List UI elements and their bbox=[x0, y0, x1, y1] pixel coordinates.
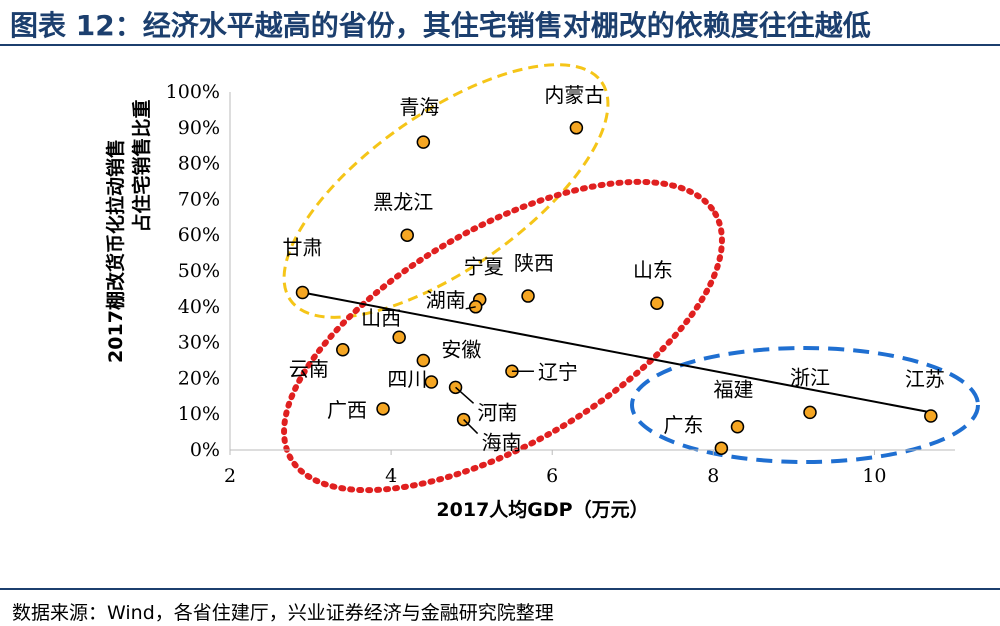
point-label: 四川 bbox=[387, 367, 427, 391]
point-label: 广西 bbox=[327, 398, 367, 422]
chart-title: 图表 12：经济水平越高的省份，其住宅销售对棚改的依赖度往往越低 bbox=[10, 9, 871, 42]
blue-cluster-ellipse bbox=[630, 346, 980, 464]
point-label: 湖南 bbox=[426, 288, 466, 312]
point-label: 山东 bbox=[633, 258, 673, 282]
title-bar: 图表 12：经济水平越高的省份，其住宅销售对棚改的依赖度往往越低 bbox=[0, 0, 1000, 46]
data-point bbox=[730, 419, 745, 434]
point-label: 甘肃 bbox=[283, 235, 323, 259]
data-point bbox=[416, 353, 431, 368]
x-tick-label: 2 bbox=[224, 465, 236, 487]
point-label: 安徽 bbox=[441, 338, 481, 362]
label-leader-line bbox=[465, 306, 476, 310]
y-tick-label: 70% bbox=[178, 188, 220, 210]
x-tick-label: 4 bbox=[385, 465, 397, 487]
x-tick-label: 8 bbox=[707, 465, 719, 487]
data-point bbox=[295, 285, 310, 300]
y-axis-title: 2017棚改货币化拉动销售 bbox=[104, 139, 127, 363]
data-point bbox=[336, 343, 350, 357]
y-tick-label: 80% bbox=[178, 153, 220, 175]
data-point bbox=[521, 289, 535, 303]
y-tick-label: 90% bbox=[178, 117, 220, 139]
y-tick-label: 100% bbox=[166, 81, 220, 103]
scatter-chart: 0%10%20%30%40%50%60%70%80%90%100%2 4 6 8 10 … bbox=[104, 63, 980, 521]
trendline-group bbox=[302, 291, 932, 414]
trendline bbox=[302, 291, 932, 414]
data-point bbox=[392, 330, 406, 344]
footer: 数据来源：Wind，各省住建厅，兴业证券经济与金融研究院整理 bbox=[0, 588, 1000, 626]
yellow-cluster-ellipse bbox=[282, 63, 610, 319]
cluster-ellipses bbox=[281, 63, 980, 494]
point-label: 内蒙古 bbox=[544, 83, 604, 107]
y-tick-label: 60% bbox=[178, 224, 220, 246]
y-tick-label: 10% bbox=[178, 403, 220, 425]
point-label: 福建 bbox=[714, 378, 754, 402]
y-axis-title-continued: 占住宅销售比重 bbox=[130, 99, 153, 232]
x-tick-label: 6 bbox=[546, 465, 558, 487]
point-label: 广东 bbox=[663, 413, 703, 437]
data-point bbox=[400, 228, 414, 242]
point-label: 宁夏 bbox=[464, 255, 504, 279]
x-tick-label: 10 bbox=[862, 465, 886, 487]
axis-titles: 2017人均GDP（万元） 2017棚改货币化拉动销售 占住宅销售比重 bbox=[104, 99, 649, 521]
y-tick-label: 0% bbox=[190, 439, 220, 461]
point-label: 江苏 bbox=[905, 367, 945, 391]
point-label: 浙江 bbox=[790, 365, 830, 389]
label-leader-line bbox=[455, 386, 475, 404]
point-label: 辽宁 bbox=[538, 360, 578, 384]
data-points bbox=[295, 121, 938, 455]
y-tick-label: 30% bbox=[178, 332, 220, 354]
data-point bbox=[569, 121, 584, 135]
axes: 0% 10% 20% 30% 40% 50% 60% 70% 80% 90% 100% 2 4 6 8 10 bbox=[166, 81, 955, 487]
y-tick-label: 40% bbox=[178, 296, 220, 318]
data-point bbox=[803, 405, 817, 420]
data-point bbox=[416, 135, 431, 149]
source-note: 数据来源：Wind，各省住建厅，兴业证券经济与金融研究院整理 bbox=[12, 602, 554, 624]
point-label: 云南 bbox=[289, 357, 329, 381]
point-label: 黑龙江 bbox=[373, 190, 433, 214]
point-label: 海南 bbox=[482, 431, 522, 455]
point-label: 青海 bbox=[399, 95, 439, 119]
label-leader-line bbox=[463, 419, 479, 435]
point-label: 山西 bbox=[361, 306, 401, 330]
red-cluster-ellipse bbox=[281, 178, 725, 494]
data-point bbox=[424, 375, 439, 389]
data-point bbox=[924, 409, 938, 423]
y-tick-label: 20% bbox=[178, 367, 220, 389]
data-point bbox=[714, 441, 729, 455]
data-point bbox=[650, 296, 664, 310]
x-axis-title: 2017人均GDP（万元） bbox=[436, 498, 648, 521]
y-tick-label: 50% bbox=[178, 260, 220, 282]
point-label: 河南 bbox=[478, 400, 518, 424]
data-point bbox=[376, 402, 390, 416]
point-label: 陕西 bbox=[514, 251, 554, 275]
